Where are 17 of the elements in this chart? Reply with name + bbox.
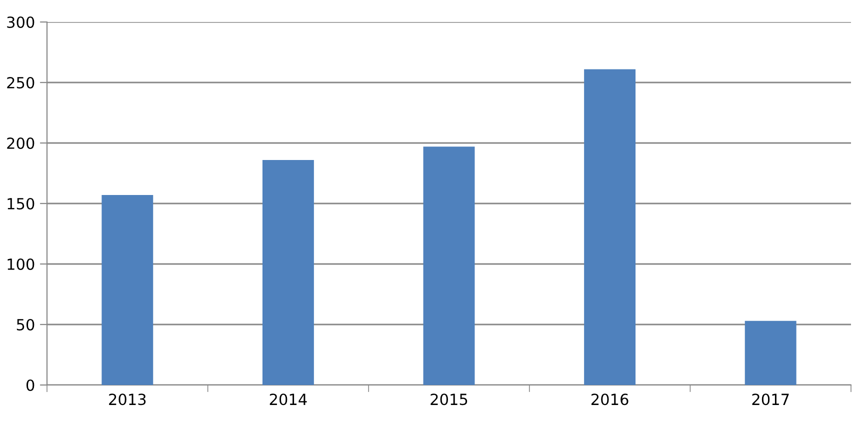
y-tick-label: 100: [8, 258, 34, 270]
bar: [744, 320, 796, 385]
y-tick-label: 300: [7, 16, 34, 28]
y-tick-label: 0: [26, 379, 34, 392]
x-tick-label: 2016: [591, 394, 628, 406]
bar: [423, 146, 475, 385]
bar: [102, 195, 154, 385]
bar: [584, 69, 636, 385]
bar: [262, 160, 314, 385]
y-tick-label: 50: [16, 318, 34, 331]
y-tick-label: 200: [7, 137, 34, 150]
x-tick-label: 2015: [430, 394, 468, 406]
y-tick-label: 250: [7, 76, 34, 89]
x-tick-label: 2014: [270, 394, 307, 406]
x-tick-label: 2013: [109, 394, 146, 406]
x-tick-label: 2017: [752, 394, 789, 406]
y-tick-label: 150: [8, 198, 34, 210]
